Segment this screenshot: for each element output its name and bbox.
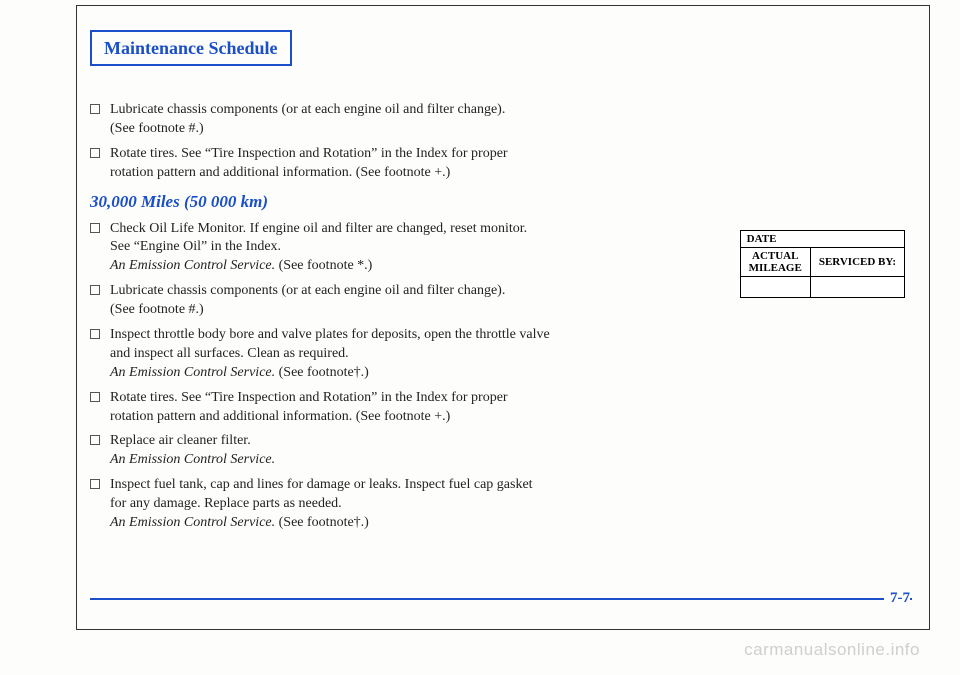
post-item-text: Lubricate chassis components (or at each…	[110, 282, 730, 320]
page: Maintenance Schedule Lubricate chassis c…	[0, 0, 960, 675]
title-box: Maintenance Schedule	[90, 30, 292, 66]
pre-item: Lubricate chassis components (or at each…	[90, 101, 730, 139]
record-serviced-value	[810, 277, 904, 298]
post-item: Lubricate chassis components (or at each…	[90, 282, 730, 320]
post-item: Inspect throttle body bore and valve pla…	[90, 326, 730, 383]
post-item-text: Check Oil Life Monitor. If engine oil an…	[110, 220, 730, 277]
record-serviced-label: SERVICED BY:	[810, 248, 904, 277]
post-milestone-list: Check Oil Life Monitor. If engine oil an…	[90, 220, 730, 533]
post-item-text: Inspect fuel tank, cap and lines for dam…	[110, 476, 730, 533]
watermark: carmanualsonline.info	[744, 640, 920, 660]
footer-rule	[90, 598, 912, 600]
checkbox-icon	[90, 223, 100, 233]
checkbox-icon	[90, 435, 100, 445]
service-record-box: DATE ACTUALMILEAGE SERVICED BY:	[740, 230, 905, 298]
checkbox-icon	[90, 148, 100, 158]
post-item: Inspect fuel tank, cap and lines for dam…	[90, 476, 730, 533]
post-item-text: Rotate tires. See “Tire Inspection and R…	[110, 389, 730, 427]
pre-item: Rotate tires. See “Tire Inspection and R…	[90, 145, 730, 183]
pre-milestone-list: Lubricate chassis components (or at each…	[90, 101, 730, 183]
pre-item-text: Lubricate chassis components (or at each…	[110, 101, 730, 139]
checkbox-icon	[90, 329, 100, 339]
milestone-heading: 30,000 Miles (50 000 km)	[90, 191, 730, 214]
emission-note: An Emission Control Service.	[110, 258, 279, 273]
footnote-ref: (See footnote†.)	[279, 515, 369, 530]
post-item: Check Oil Life Monitor. If engine oil an…	[90, 220, 730, 277]
checkbox-icon	[90, 285, 100, 295]
emission-note: An Emission Control Service.	[110, 452, 275, 467]
post-item: Rotate tires. See “Tire Inspection and R…	[90, 389, 730, 427]
emission-note: An Emission Control Service.	[110, 515, 279, 530]
record-mileage-value	[740, 277, 810, 298]
footnote-ref: (See footnote *.)	[279, 258, 373, 273]
checkbox-icon	[90, 392, 100, 402]
content-area: Lubricate chassis components (or at each…	[90, 101, 730, 533]
emission-note: An Emission Control Service.	[110, 365, 279, 380]
pre-item-text: Rotate tires. See “Tire Inspection and R…	[110, 145, 730, 183]
page-title: Maintenance Schedule	[104, 38, 278, 58]
post-item-text: Inspect throttle body bore and valve pla…	[110, 326, 730, 383]
footnote-ref: (See footnote†.)	[279, 365, 369, 380]
post-item-text: Replace air cleaner filter.An Emission C…	[110, 432, 730, 470]
checkbox-icon	[90, 479, 100, 489]
record-mileage-label: ACTUALMILEAGE	[740, 248, 810, 277]
checkbox-icon	[90, 104, 100, 114]
page-number: 7-7	[884, 590, 910, 607]
post-item: Replace air cleaner filter.An Emission C…	[90, 432, 730, 470]
record-date-label: DATE	[740, 231, 904, 248]
